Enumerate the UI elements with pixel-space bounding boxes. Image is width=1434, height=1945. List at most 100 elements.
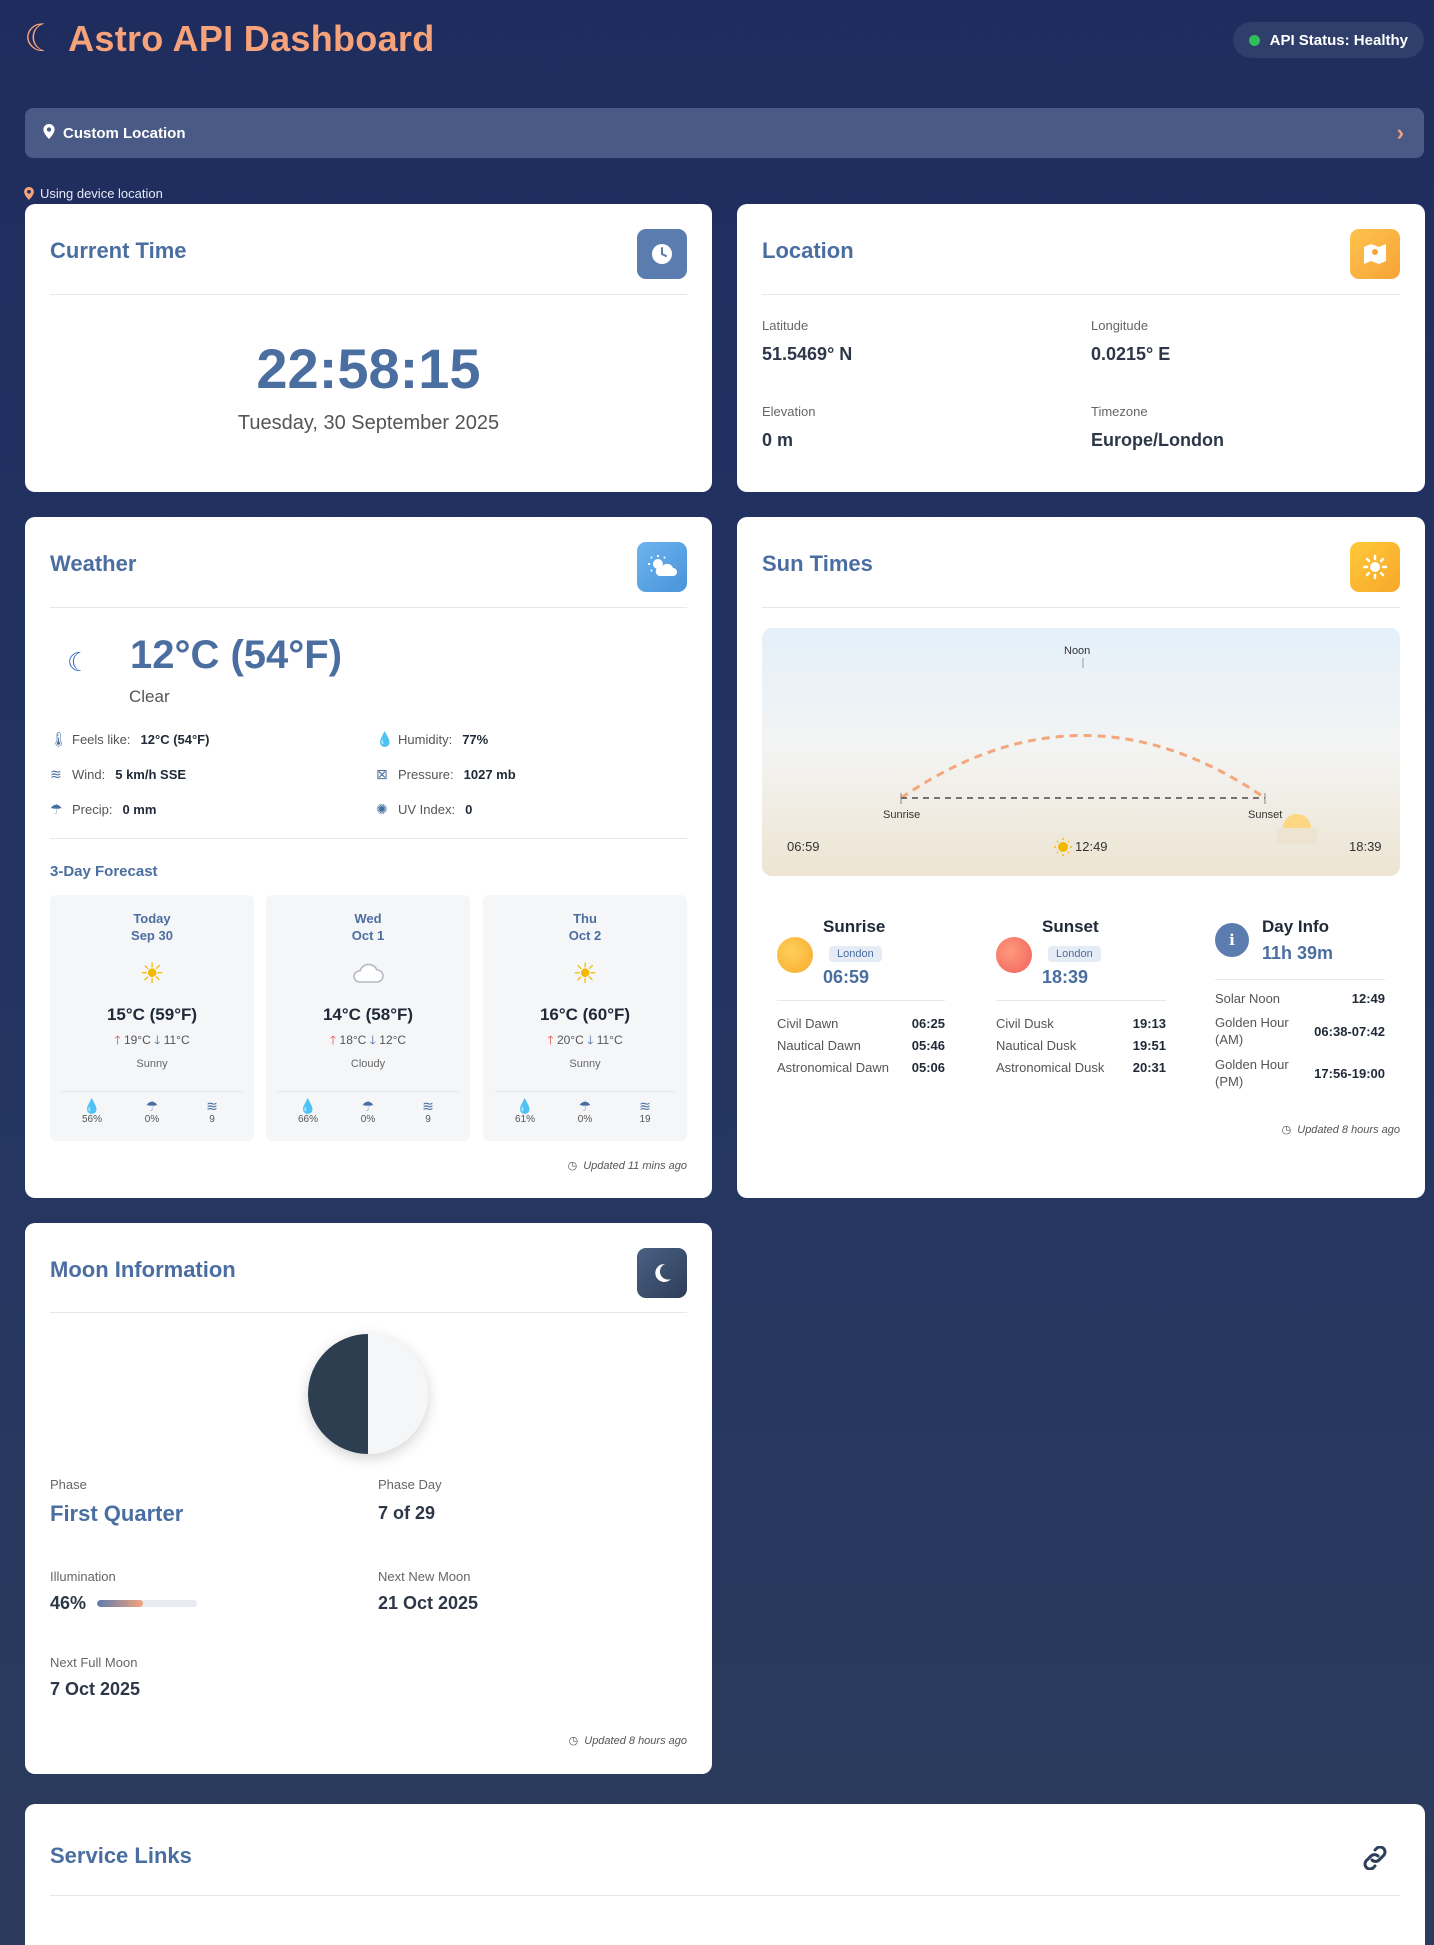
cloud-icon [266, 949, 470, 997]
info-icon: i [1215, 923, 1249, 957]
humidity-value: 77% [462, 732, 489, 747]
weather-condition: Clear [129, 687, 170, 706]
sunset-title: Sunset [1042, 917, 1099, 936]
sun-path-chart: Noon Sunrise Sunset 06:59 12:49 18:39 [762, 628, 1400, 876]
illumination-value: 46% [50, 1593, 87, 1613]
forecast-date: Oct 1 [351, 928, 385, 943]
sunset-time: 18:39 [1042, 967, 1089, 987]
card-title: Service Links [50, 1843, 192, 1868]
civil-dusk-label: Civil Dusk [996, 1016, 1054, 1031]
current-time-card: Current Time 22:58:15 Tuesday, 30 Septem… [25, 204, 712, 492]
astronomical-dusk-label: Astronomical Dusk [996, 1060, 1105, 1075]
phase-label: Phase [50, 1477, 87, 1492]
uv-value: 0 [465, 802, 473, 817]
pressure-icon: ⊠ [376, 766, 388, 782]
forecast-low: 11°C [163, 1033, 190, 1047]
sun-updated-text: Updated 8 hours ago [1297, 1123, 1400, 1136]
noon-chart-time: 12:49 [1075, 839, 1108, 854]
forecast-wind: 19 [639, 1114, 651, 1125]
forecast-temp: 16°C (60°F) [539, 1005, 631, 1024]
latitude-label: Latitude [762, 318, 809, 333]
sun-icon: ☀ [139, 957, 165, 989]
next-full-moon-value: 7 Oct 2025 [50, 1679, 141, 1699]
clock-small-icon: ◷ [1281, 1124, 1292, 1136]
api-status-badge: API Status: Healthy [1232, 22, 1424, 58]
illumination-label: Illumination [50, 1569, 116, 1584]
forecast-wind: 9 [209, 1114, 215, 1125]
golden-hour-pm-value: 17:56-19:00 [1314, 1065, 1385, 1081]
moon-card: Moon Information Phase First Quarter Pha… [25, 1223, 712, 1774]
precip-label: Precip: [72, 802, 113, 817]
forecast-condition: Sunny [569, 1058, 601, 1070]
wind-label: Wind: [72, 767, 106, 782]
uv-label: UV Index: [398, 802, 456, 817]
moon-night-icon: ☾ [67, 647, 91, 677]
forecast-condition: Sunny [136, 1058, 168, 1070]
latitude-value: 51.5469° N [762, 344, 853, 364]
api-status-text: API Status: Healthy [1269, 31, 1408, 49]
pressure-value: 1027 mb [463, 767, 516, 782]
sunset-orb-icon [996, 937, 1032, 973]
clock-small-icon: ◷ [568, 1735, 579, 1747]
uv-sun-icon: ✺ [376, 801, 388, 817]
nautical-dusk-label: Nautical Dusk [996, 1038, 1077, 1053]
civil-dusk-value: 19:13 [1132, 1016, 1166, 1031]
forecast-day-card: Thu Oct 2 ☀ 16°C (60°F) 🡑 20°C 🡓 11°C Su… [483, 895, 687, 1141]
forecast-date: Oct 2 [568, 928, 602, 943]
wind-icon: ≋ [422, 1098, 434, 1114]
wind-icon: ≋ [639, 1098, 651, 1114]
astronomical-dawn-value: 05:06 [911, 1060, 945, 1075]
card-title: Current Time [50, 238, 187, 263]
solar-noon-value: 12:49 [1351, 991, 1385, 1006]
sun-small-icon [1054, 838, 1072, 856]
astronomical-dawn-label: Astronomical Dawn [777, 1060, 889, 1075]
nautical-dawn-value: 05:46 [911, 1038, 945, 1053]
nautical-dusk-value: 19:51 [1132, 1038, 1166, 1053]
device-location-note: Using device location [24, 186, 163, 201]
sun-icon: ☀ [572, 957, 598, 989]
rain-cloud-icon: ☂ [361, 1098, 375, 1114]
wind-icon: ≋ [50, 766, 62, 782]
sunrise-time: 06:59 [823, 967, 870, 987]
civil-dawn-label: Civil Dawn [777, 1016, 839, 1031]
link-icon[interactable] [1355, 1838, 1395, 1878]
illumination-bar-fill [97, 1600, 143, 1607]
forecast-humidity: 66% [297, 1114, 318, 1125]
sunrise-location-tag: London [829, 946, 882, 962]
moon-icon [637, 1248, 687, 1298]
service-links-card: Service Links [25, 1804, 1425, 1945]
forecast-high: 18°C [339, 1033, 367, 1047]
map-pin-icon [43, 123, 55, 143]
forecast-humidity: 56% [81, 1114, 102, 1125]
sun-updated: ◷ Updated 8 hours ago [1281, 1123, 1400, 1137]
weather-updated: ◷ Updated 11 mins ago [568, 1159, 687, 1173]
card-title: Weather [50, 551, 137, 576]
clock-icon [637, 229, 687, 279]
sunrise-chart-label: Sunrise [883, 809, 921, 821]
custom-location-toggle[interactable]: Custom Location › [25, 108, 1424, 158]
rain-cloud-icon: ☂ [578, 1098, 592, 1114]
forecast-title: 3-Day Forecast [50, 863, 158, 880]
forecast-day: Today [133, 911, 171, 926]
forecast-low: 11°C [596, 1033, 623, 1047]
forecast-day: Wed [354, 911, 382, 926]
forecast-low: 12°C [379, 1033, 407, 1047]
feels-like-value: 12°C (54°F) [140, 732, 210, 747]
moon-logo-icon: ☾ [24, 18, 59, 60]
forecast-day-card: Today Sep 30 ☀ 15°C (59°F) 🡑 19°C 🡓 11°C… [50, 895, 254, 1141]
card-title: Sun Times [762, 551, 873, 576]
location-card: Location Latitude 51.5469° N Longitude 0… [737, 204, 1425, 492]
current-date: Tuesday, 30 September 2025 [237, 412, 500, 434]
card-title: Moon Information [50, 1257, 236, 1282]
chevron-right-icon[interactable]: › [1396, 120, 1404, 145]
golden-hour-pm-label: Golden Hour (PM) [1215, 1057, 1289, 1089]
map-pin-icon [24, 187, 34, 200]
phase-day-label: Phase Day [378, 1477, 442, 1492]
sunset-chart-label: Sunset [1248, 809, 1283, 821]
forecast-high: 19°C [123, 1033, 151, 1047]
rain-cloud-icon: ☂ [145, 1098, 159, 1114]
next-new-moon-value: 21 Oct 2025 [378, 1593, 479, 1613]
sun-cloud-icon [637, 542, 687, 592]
illumination-bar [97, 1600, 197, 1607]
card-title: Location [762, 238, 854, 263]
